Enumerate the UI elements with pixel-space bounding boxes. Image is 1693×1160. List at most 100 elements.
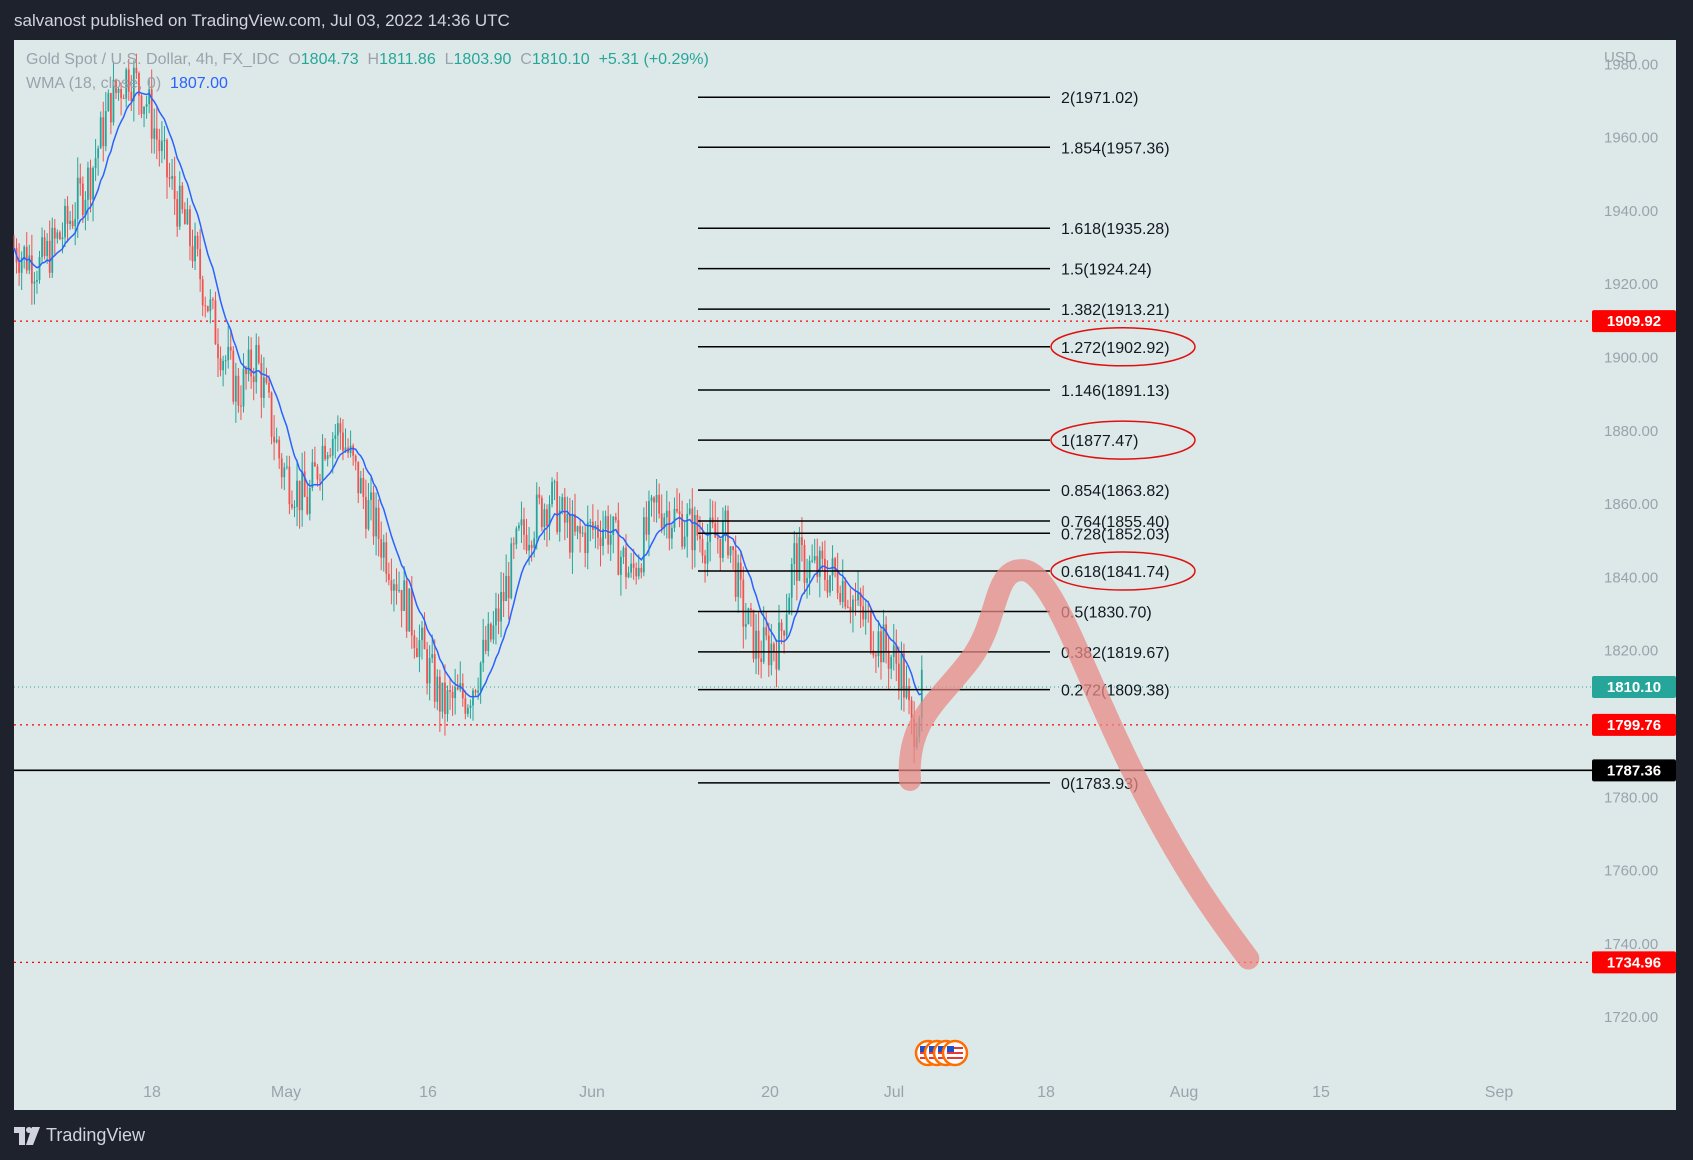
candle-body xyxy=(767,635,770,666)
price-axis[interactable]: USD1720.001740.001760.001780.001800.0018… xyxy=(1604,49,1658,1026)
candle-body xyxy=(801,537,803,545)
candle-body xyxy=(472,690,474,706)
time-axis[interactable]: 18 May 16 Jun 20 Jul 18 Aug 15 Sep xyxy=(143,1084,1513,1101)
candle-body xyxy=(30,255,33,284)
candle-body xyxy=(234,375,237,402)
candle-body xyxy=(97,148,100,159)
legend-symbol[interactable]: Gold Spot / U.S. Dollar, 4h, FX_IDC xyxy=(26,51,280,68)
candle-body xyxy=(686,513,689,537)
candle-body xyxy=(482,639,485,663)
level-tag-label: 1909.92 xyxy=(1607,313,1661,330)
candle-body xyxy=(607,516,610,545)
candle-body xyxy=(74,219,77,227)
candle-body xyxy=(199,248,202,280)
candle-body xyxy=(795,543,798,581)
candle-body xyxy=(750,608,752,610)
candle-body xyxy=(510,543,513,599)
candle-body xyxy=(834,558,836,572)
candle-body xyxy=(150,89,153,139)
candle-body xyxy=(602,528,604,547)
candle-body xyxy=(869,611,872,651)
candle-body xyxy=(885,624,887,651)
candle-body xyxy=(56,232,59,239)
candle-body xyxy=(416,648,418,657)
candle-body xyxy=(291,504,293,508)
candle-body xyxy=(479,662,482,691)
candle-body xyxy=(283,467,286,478)
candle-body xyxy=(252,376,255,383)
candle-body xyxy=(584,532,587,554)
candle-body xyxy=(219,358,222,371)
candle-body xyxy=(502,591,505,602)
candle-body xyxy=(627,572,630,578)
candlestick-series xyxy=(13,53,923,764)
candle-body xyxy=(385,542,388,574)
fib-extension-tool[interactable]: 0(1783.93)0.272(1809.38)0.382(1819.67)0.… xyxy=(698,0,1170,793)
candle-body xyxy=(240,405,242,407)
candle-body xyxy=(846,606,849,608)
y-tick-label: 1760.00 xyxy=(1604,863,1658,880)
candle-body xyxy=(671,527,673,539)
candle-body xyxy=(887,650,890,669)
candle-body xyxy=(813,556,816,561)
candle-body xyxy=(778,622,780,670)
candle-body xyxy=(20,257,23,273)
candle-body xyxy=(699,535,701,540)
candle-body xyxy=(79,177,82,184)
flag-stripe xyxy=(947,1052,963,1054)
candle-body xyxy=(92,168,94,200)
circle-annotation xyxy=(1050,551,1196,591)
fib-level-label: 0(1783.93) xyxy=(1061,776,1138,793)
candle-body xyxy=(87,167,89,200)
candle-body xyxy=(375,507,377,537)
level-tag xyxy=(1592,951,1676,974)
legend-indicator[interactable]: WMA (18, close, 0) xyxy=(26,75,162,92)
candle-body xyxy=(586,522,589,554)
flag-canton xyxy=(929,1046,936,1052)
x-tick-label: Sep xyxy=(1485,1084,1514,1101)
candle-body xyxy=(569,514,571,553)
tradingview-logo[interactable]: TradingView xyxy=(14,1125,145,1146)
economic-events[interactable] xyxy=(914,1039,969,1067)
candle-body xyxy=(642,517,645,573)
candle-body xyxy=(76,177,79,220)
fib-level-label: 1.382(1913.21) xyxy=(1061,302,1170,319)
candle-body xyxy=(701,539,704,556)
candle-body xyxy=(377,507,380,540)
fib-level-label: 0.854(1863.82) xyxy=(1061,483,1170,500)
candle-body xyxy=(84,199,87,216)
candle-body xyxy=(206,306,209,312)
legend-indicator-row[interactable]: WMA (18, close, 0) 1807.00 xyxy=(26,72,709,96)
candle-body xyxy=(444,682,446,715)
candle-body xyxy=(303,471,306,497)
candle-body xyxy=(196,235,199,249)
fib-level-label: 0.764(1855.40) xyxy=(1061,514,1170,531)
candle-body xyxy=(278,439,281,459)
horizontal-lines[interactable] xyxy=(14,320,1592,964)
candle-body xyxy=(714,523,717,538)
candle-body xyxy=(816,556,819,577)
tradingview-brand: TradingView xyxy=(46,1125,146,1145)
candle-body xyxy=(296,480,298,507)
candle-body xyxy=(645,517,648,535)
y-tick-label: 1920.00 xyxy=(1604,276,1658,293)
candle-body xyxy=(46,240,49,257)
candle-body xyxy=(477,690,479,693)
candle-body xyxy=(143,106,145,114)
y-tick-label: 1720.00 xyxy=(1604,1009,1658,1026)
candle-body xyxy=(99,117,102,149)
candle-body xyxy=(135,67,138,74)
candle-body xyxy=(783,631,785,636)
candle-body xyxy=(326,455,329,460)
candle-body xyxy=(875,655,877,657)
candle-body xyxy=(33,281,36,284)
candle-body xyxy=(387,573,390,581)
flag-canton xyxy=(938,1046,945,1052)
candle-body xyxy=(849,607,852,612)
candle-body xyxy=(500,591,502,622)
candle-body xyxy=(176,199,179,227)
last-price-tag-label: 1810.10 xyxy=(1607,679,1661,696)
candle-body xyxy=(635,567,638,577)
candle-body xyxy=(821,550,824,559)
